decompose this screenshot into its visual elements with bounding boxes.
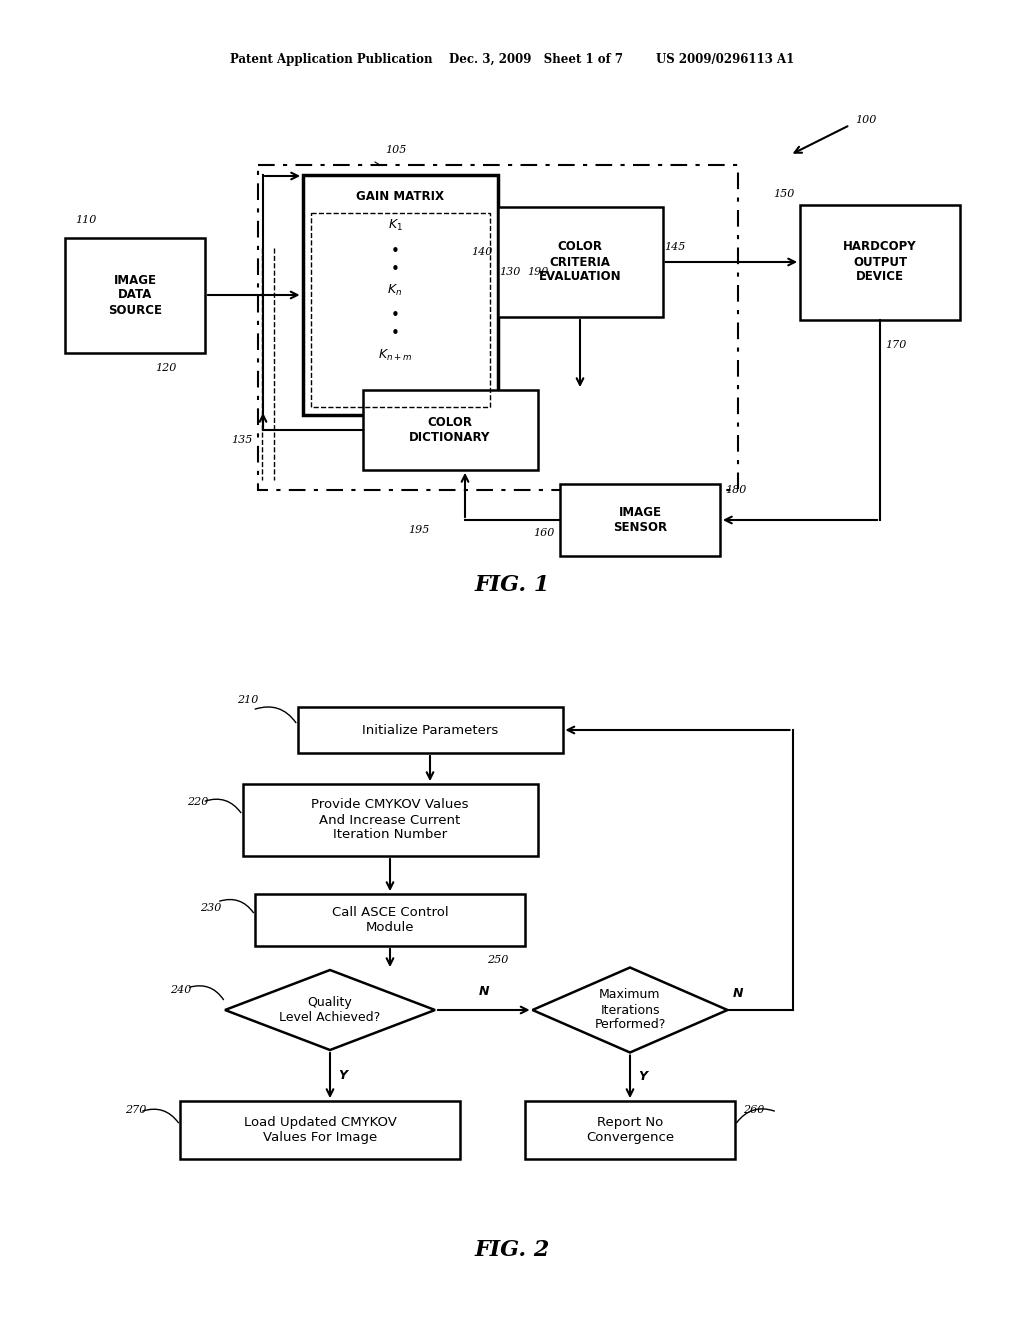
Bar: [310, 213, 489, 407]
Text: 120: 120: [155, 363, 176, 374]
Text: Report No
Convergence: Report No Convergence: [586, 1115, 674, 1144]
Text: •: •: [390, 326, 399, 341]
Text: 210: 210: [238, 696, 259, 705]
Polygon shape: [532, 968, 727, 1052]
Text: 270: 270: [125, 1105, 146, 1115]
Text: 230: 230: [200, 903, 221, 913]
Text: HARDCOPY
OUTPUT
DEVICE: HARDCOPY OUTPUT DEVICE: [843, 240, 916, 284]
Text: IMAGE
DATA
SOURCE: IMAGE DATA SOURCE: [108, 273, 162, 317]
Text: $K_1$: $K_1$: [387, 218, 402, 232]
Text: Y: Y: [338, 1069, 347, 1082]
Text: 180: 180: [725, 484, 746, 495]
Text: Maximum
Iterations
Performed?: Maximum Iterations Performed?: [594, 989, 666, 1031]
Text: 150: 150: [773, 189, 795, 199]
Text: 250: 250: [487, 954, 509, 965]
Bar: [258, 165, 738, 490]
Text: Initialize Parameters: Initialize Parameters: [361, 723, 498, 737]
Text: 220: 220: [187, 797, 209, 807]
Bar: [362, 389, 538, 470]
Text: Y: Y: [638, 1071, 647, 1084]
Bar: [65, 238, 205, 352]
Text: •: •: [390, 244, 399, 260]
Bar: [243, 784, 538, 855]
Text: 110: 110: [75, 215, 96, 224]
Text: •: •: [390, 263, 399, 277]
Text: 170: 170: [885, 339, 906, 350]
Text: 240: 240: [170, 985, 191, 995]
Bar: [302, 176, 498, 414]
Text: 140: 140: [471, 247, 493, 257]
Bar: [525, 1101, 735, 1159]
Text: 260: 260: [743, 1105, 764, 1115]
Text: 105: 105: [385, 145, 407, 154]
Text: GAIN MATRIX: GAIN MATRIX: [356, 190, 444, 203]
Text: COLOR
DICTIONARY: COLOR DICTIONARY: [410, 416, 490, 444]
Text: 190: 190: [527, 267, 549, 277]
Text: N: N: [478, 985, 489, 998]
Text: Call ASCE Control
Module: Call ASCE Control Module: [332, 906, 449, 935]
Bar: [560, 484, 720, 556]
Text: COLOR
CRITERIA
EVALUATION: COLOR CRITERIA EVALUATION: [539, 240, 622, 284]
Text: FIG. 2: FIG. 2: [474, 1239, 550, 1261]
Polygon shape: [225, 970, 435, 1049]
Text: 160: 160: [534, 528, 555, 539]
Text: •: •: [390, 308, 399, 322]
Text: FIG. 1: FIG. 1: [474, 574, 550, 597]
Text: $K_{n+m}$: $K_{n+m}$: [378, 347, 413, 363]
Bar: [800, 205, 961, 319]
Bar: [298, 708, 562, 752]
Text: 195: 195: [409, 525, 430, 535]
Text: $K_n$: $K_n$: [387, 282, 402, 297]
Bar: [255, 894, 525, 946]
Text: 100: 100: [855, 115, 877, 125]
Text: Provide CMYKOV Values
And Increase Current
Iteration Number: Provide CMYKOV Values And Increase Curre…: [311, 799, 469, 842]
Text: 130: 130: [500, 267, 521, 277]
Text: Load Updated CMYKOV
Values For Image: Load Updated CMYKOV Values For Image: [244, 1115, 396, 1144]
Text: 135: 135: [231, 436, 253, 445]
Text: IMAGE
SENSOR: IMAGE SENSOR: [613, 506, 667, 535]
Bar: [498, 207, 663, 317]
Text: N: N: [732, 987, 743, 1001]
Bar: [180, 1101, 460, 1159]
Text: Quality
Level Achieved?: Quality Level Achieved?: [280, 997, 381, 1024]
Text: 145: 145: [665, 242, 686, 252]
Text: Patent Application Publication    Dec. 3, 2009   Sheet 1 of 7        US 2009/029: Patent Application Publication Dec. 3, 2…: [229, 54, 795, 66]
